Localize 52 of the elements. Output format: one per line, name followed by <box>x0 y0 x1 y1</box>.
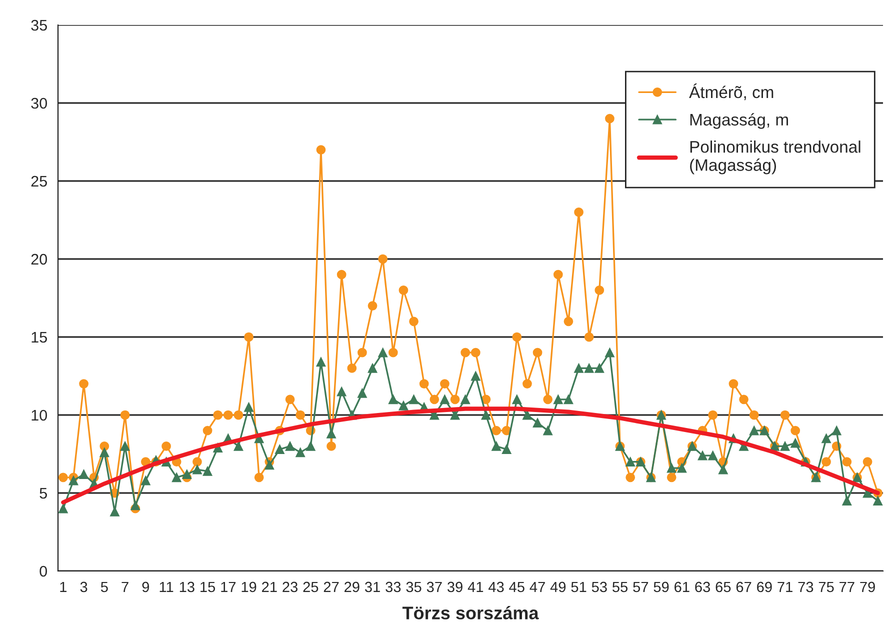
x-tick-label: 67 <box>736 582 752 592</box>
x-tick-label: 53 <box>592 582 607 592</box>
x-tick-label: 31 <box>364 582 380 592</box>
x-tick-label: 55 <box>612 582 628 592</box>
x-tick-label: 11 <box>160 582 174 592</box>
x-tick-label: 39 <box>447 582 462 592</box>
x-tick-label: 5 <box>100 582 108 592</box>
x-tick-label: 37 <box>426 582 442 592</box>
x-tick-label: 15 <box>200 582 216 592</box>
x-tick-label: 77 <box>840 582 854 592</box>
x-tick-label: 45 <box>509 582 524 592</box>
x-tick-label: 1 <box>60 582 66 592</box>
x-tick-label: 65 <box>716 582 731 592</box>
y-tick-label: 10 <box>32 410 47 421</box>
x-tick-label: 75 <box>818 582 834 592</box>
y-tick-label: 0 <box>40 566 47 577</box>
x-tick-label: 35 <box>406 582 422 592</box>
x-tick-label: 69 <box>757 582 772 592</box>
x-tick-label: 61 <box>674 582 690 592</box>
y-tick-label: 5 <box>40 488 47 499</box>
x-tick-label: 27 <box>324 582 339 592</box>
x-tick-label: 41 <box>468 582 484 592</box>
x-axis-title: Törzs sorszáma <box>402 606 539 620</box>
x-tick-label: 33 <box>386 582 401 592</box>
x-tick-label: 49 <box>550 582 566 592</box>
x-tick-label: 59 <box>654 582 669 592</box>
y-tick-label: 30 <box>31 98 47 109</box>
y-tick-label: 35 <box>31 20 47 31</box>
x-tick-label: 73 <box>798 582 814 592</box>
x-tick-label: 3 <box>80 582 88 592</box>
x-tick-label: 57 <box>633 582 648 592</box>
legend-label: Átmérõ, cm <box>689 84 774 100</box>
legend-label: Magasság, m <box>690 113 788 129</box>
x-tick-label: 43 <box>488 582 504 592</box>
x-tick-label: 29 <box>344 582 360 592</box>
y-tick-label: 20 <box>31 254 47 265</box>
x-tick-label: 9 <box>142 582 150 592</box>
x-tick-label: 51 <box>571 582 586 592</box>
x-tick-label: 79 <box>860 582 875 592</box>
y-tick-label: 15 <box>32 332 47 343</box>
x-tick-label: 13 <box>180 582 194 592</box>
x-tick-label: 7 <box>122 582 128 592</box>
x-tick-label: 19 <box>242 582 256 592</box>
legend-label: Polinomikus trendvonal (Magasság) <box>690 140 860 174</box>
x-tick-label: 23 <box>282 582 298 592</box>
x-tick-label: 71 <box>778 582 792 592</box>
x-tick-label: 25 <box>303 582 318 592</box>
x-tick-label: 21 <box>262 582 277 592</box>
y-tick-label: 25 <box>31 176 47 187</box>
x-tick-label: 63 <box>695 582 710 592</box>
x-tick-label: 17 <box>221 582 236 592</box>
x-tick-label: 47 <box>530 582 545 592</box>
